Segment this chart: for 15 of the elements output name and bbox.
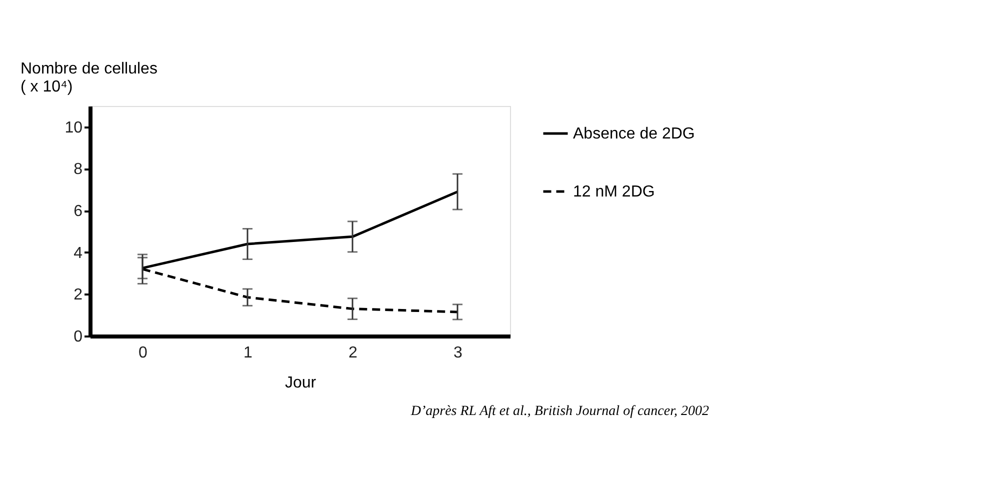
y-tick-label: 10 — [64, 119, 83, 136]
legend-label: Absence de 2DG — [573, 126, 695, 142]
x-tick-label: 3 — [454, 344, 463, 362]
y-tick-label: 8 — [74, 161, 83, 178]
y-tick-label: 0 — [74, 328, 83, 346]
x-axis-title: Jour — [284, 374, 317, 392]
y-tick-label: 2 — [74, 286, 83, 304]
x-tick-label: 2 — [348, 344, 358, 362]
y-tick-label: 4 — [74, 244, 83, 262]
y-tick-label: 6 — [74, 203, 83, 220]
text: D’après RL Aft et al., British Journal of cancer, 2002 — [410, 404, 709, 419]
x-tick-label: 0 — [138, 344, 148, 362]
x-tick-label: 1 — [244, 344, 253, 362]
legend-label: 12 nM 2DG — [573, 184, 655, 200]
y-axis-title: Nombre de cellules ( x 10⁴) — [20, 60, 158, 96]
